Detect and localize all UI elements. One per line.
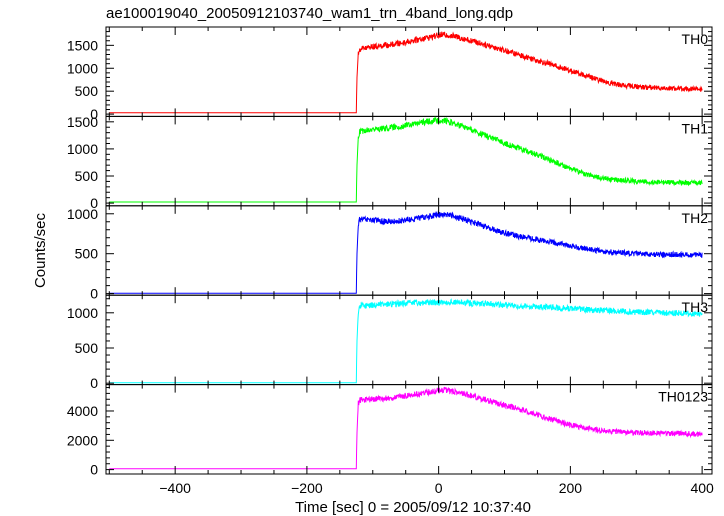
panels-layer: 0 500 1000 1500 TH0 0 500 1000 1500 TH1 0 500 1000 TH… bbox=[67, 26, 713, 478]
series-line-th1 bbox=[109, 116, 703, 203]
x-tick-label: −200 bbox=[291, 480, 323, 496]
y-tick-label-th1: 1000 bbox=[67, 141, 98, 157]
panel-th3: 0 500 1000 TH3 bbox=[67, 294, 713, 391]
x-tick-label: 0 bbox=[435, 480, 443, 496]
series-label-th1: TH1 bbox=[682, 120, 709, 136]
series-label-th3: TH3 bbox=[682, 299, 709, 315]
panel-frame-th0123 bbox=[105, 384, 713, 475]
series-label-th0: TH0 bbox=[682, 31, 709, 47]
series-line-th0123 bbox=[109, 386, 703, 470]
y-tick-label-th2: 0 bbox=[90, 286, 98, 302]
panel-frame-th1 bbox=[105, 115, 713, 207]
y-tick-label-th0: 500 bbox=[75, 83, 99, 99]
y-tick-label-th1: 0 bbox=[90, 195, 98, 211]
series-line-th2 bbox=[109, 210, 703, 294]
panel-th1: 0 500 1000 1500 TH1 bbox=[67, 114, 713, 211]
y-tick-label-th0: 1500 bbox=[67, 37, 98, 53]
y-tick-label-th0: 0 bbox=[90, 106, 98, 122]
x-axis-label: Time [sec] 0 = 2005/09/12 10:37:40 bbox=[295, 499, 531, 516]
y-tick-label-th1: 1500 bbox=[67, 114, 98, 130]
series-line-th3 bbox=[109, 298, 703, 384]
y-tick-label-th2: 500 bbox=[75, 246, 99, 262]
x-tick-label: 400 bbox=[690, 480, 714, 496]
series-label-th2: TH2 bbox=[682, 210, 709, 226]
y-tick-label-th3: 500 bbox=[75, 340, 99, 356]
chart-title: ae100019040_20050912103740_wam1_trn_4ban… bbox=[106, 5, 513, 22]
series-label-th0123: TH0123 bbox=[658, 389, 708, 405]
x-tick-label: 200 bbox=[559, 480, 583, 496]
panel-th2: 0 500 1000 TH2 bbox=[67, 205, 713, 302]
y-tick-label-th1: 500 bbox=[75, 168, 99, 184]
y-tick-label-th3: 1000 bbox=[67, 305, 98, 321]
series-line-th0 bbox=[109, 31, 703, 114]
x-tick-label: −400 bbox=[159, 480, 191, 496]
panel-th0: 0 500 1000 1500 TH0 bbox=[67, 26, 713, 122]
y-tick-label-th2: 1000 bbox=[67, 206, 98, 222]
y-tick-label-th0123: 0 bbox=[90, 462, 98, 478]
panel-th0123: 0 2000 4000 TH0123 bbox=[67, 384, 713, 478]
y-axis-label: Counts/sec bbox=[32, 212, 49, 288]
y-tick-label-th0123: 4000 bbox=[67, 403, 98, 419]
panel-frame-th3 bbox=[105, 294, 713, 386]
y-tick-label-th0123: 2000 bbox=[67, 432, 98, 448]
y-tick-label-th3: 0 bbox=[90, 375, 98, 391]
y-tick-label-th0: 1000 bbox=[67, 60, 98, 76]
